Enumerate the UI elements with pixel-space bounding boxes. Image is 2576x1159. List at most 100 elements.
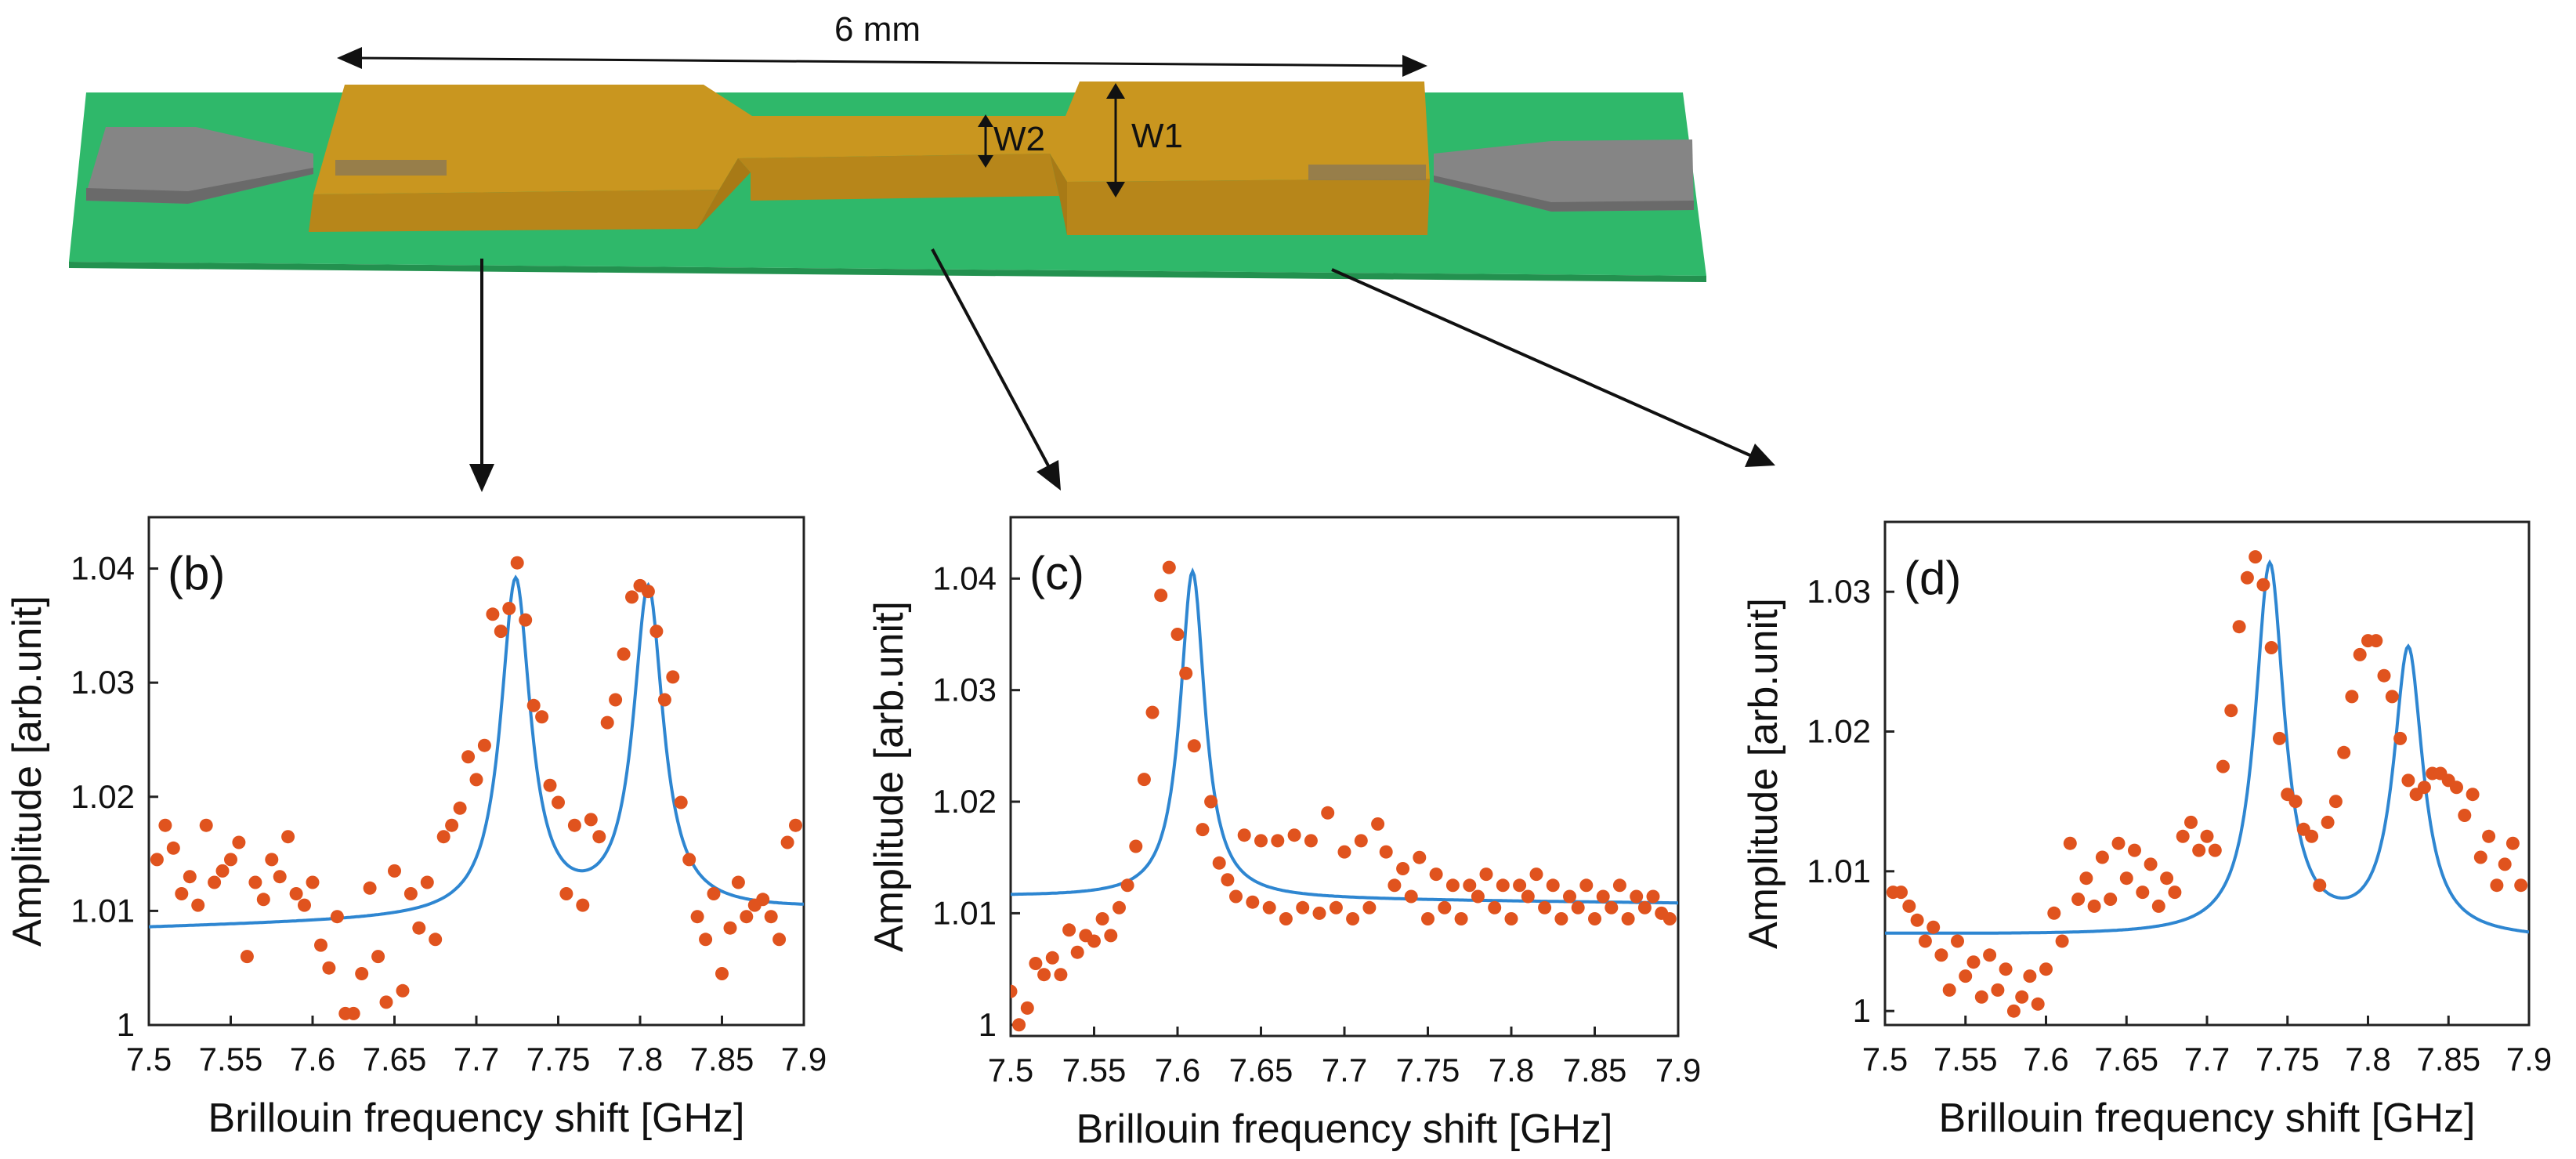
data-point xyxy=(2498,857,2512,871)
x-tick-label: 7.55 xyxy=(199,1041,263,1078)
data-point xyxy=(2224,704,2238,718)
y-axis-label: Amplitude [arb.unit] xyxy=(1741,598,1786,949)
data-point xyxy=(1254,834,1268,848)
data-point xyxy=(183,870,197,884)
chart-panel-b: 7.5 7.55 7.6 7.65 7.7 7.75 7.8 7.85 7.9 1 1.01 1.02… xyxy=(5,516,827,1141)
data-point xyxy=(2256,578,2270,592)
data-point xyxy=(436,830,450,844)
data-point xyxy=(723,921,737,935)
data-point xyxy=(2514,878,2528,893)
data-point xyxy=(1154,589,1168,603)
data-point xyxy=(789,818,802,832)
data-point xyxy=(2466,788,2480,802)
data-point xyxy=(191,898,205,912)
data-point xyxy=(2232,620,2246,634)
y-tick-label: 1.02 xyxy=(71,778,135,815)
data-point xyxy=(2144,857,2158,871)
data-point xyxy=(412,921,426,935)
data-point xyxy=(215,864,230,878)
data-point xyxy=(543,778,557,792)
data-point xyxy=(1179,666,1193,680)
data-point xyxy=(1445,878,1460,893)
data-point xyxy=(403,887,418,900)
data-point xyxy=(2151,899,2165,913)
data-point xyxy=(1959,969,1973,983)
y-tick-label: 1 xyxy=(1853,992,1871,1029)
data-point xyxy=(625,590,639,604)
data-point xyxy=(2328,795,2343,809)
data-point xyxy=(584,813,598,827)
data-point xyxy=(2047,906,2061,920)
x-tick-label: 7.9 xyxy=(781,1041,827,1078)
data-point xyxy=(1337,845,1351,859)
data-point xyxy=(445,818,459,832)
data-point xyxy=(2305,829,2319,843)
data-point xyxy=(494,625,508,639)
data-point xyxy=(1513,878,1527,893)
data-point xyxy=(1454,912,1468,925)
x-tick-label: 7.75 xyxy=(526,1041,591,1078)
data-point xyxy=(1538,900,1552,915)
data-point xyxy=(576,898,590,912)
data-point xyxy=(510,556,524,570)
plot-frame xyxy=(147,516,805,1027)
data-point xyxy=(1966,955,1981,969)
x-tick-label: 7.85 xyxy=(690,1041,754,1078)
left-feed-line-shadow xyxy=(86,168,313,204)
pointer-arrows xyxy=(469,248,1775,492)
data-point xyxy=(1999,962,2013,976)
data-point xyxy=(1237,828,1251,842)
data-point xyxy=(1504,912,1518,925)
data-point xyxy=(429,933,443,947)
data-point xyxy=(1471,889,1485,904)
data-point xyxy=(1974,990,1988,1004)
data-point xyxy=(1196,823,1210,837)
data-point xyxy=(1037,968,1051,982)
data-point xyxy=(322,961,336,975)
data-point xyxy=(1087,934,1101,948)
data-point xyxy=(486,607,500,621)
data-point xyxy=(314,938,327,952)
chart-panel-c: 7.5 7.55 7.6 7.65 7.7 7.75 7.8 7.85 7.9 1 1.01 1.02… xyxy=(867,516,1701,1152)
x-tick-label: 7.6 xyxy=(1155,1052,1200,1088)
x-tick-label: 7.9 xyxy=(2506,1041,2552,1078)
waveguide-front-right xyxy=(1067,179,1430,235)
data-point xyxy=(2087,899,2101,913)
data-point xyxy=(1421,912,1435,925)
data-point xyxy=(453,801,467,815)
data-point xyxy=(764,910,778,924)
data-point xyxy=(552,795,565,809)
pointer-arrow-c-head xyxy=(1037,460,1061,491)
data-point xyxy=(388,864,401,878)
data-point xyxy=(657,693,671,707)
data-point xyxy=(306,875,320,889)
y-tick-label: 1.03 xyxy=(71,664,135,701)
data-point xyxy=(355,967,369,980)
data-point xyxy=(1927,920,1941,934)
data-point xyxy=(1942,983,1956,997)
data-point xyxy=(617,647,631,661)
data-point xyxy=(2200,829,2214,843)
data-point xyxy=(2136,886,2150,900)
length-label: 6 mm xyxy=(834,10,921,49)
data-point xyxy=(1221,873,1235,887)
data-point xyxy=(469,773,483,787)
data-point xyxy=(2288,795,2303,809)
w2-arrow-top-head xyxy=(978,114,993,127)
data-point xyxy=(1204,795,1218,809)
data-point xyxy=(1496,878,1510,893)
data-point xyxy=(1354,834,1368,848)
data-point xyxy=(289,887,303,900)
x-axis-label: Brillouin frequency shift [GHz] xyxy=(208,1096,745,1141)
data-point xyxy=(559,887,573,900)
data-point xyxy=(1646,889,1660,904)
pointer-arrow-d xyxy=(1331,268,1753,458)
x-axis-label: Brillouin frequency shift [GHz] xyxy=(1076,1106,1613,1152)
data-point xyxy=(2377,668,2391,683)
w2-label: W2 xyxy=(993,120,1045,158)
data-point xyxy=(256,893,270,907)
data-point xyxy=(1529,867,1543,882)
data-point xyxy=(1605,900,1619,915)
data-point xyxy=(2273,731,2286,745)
